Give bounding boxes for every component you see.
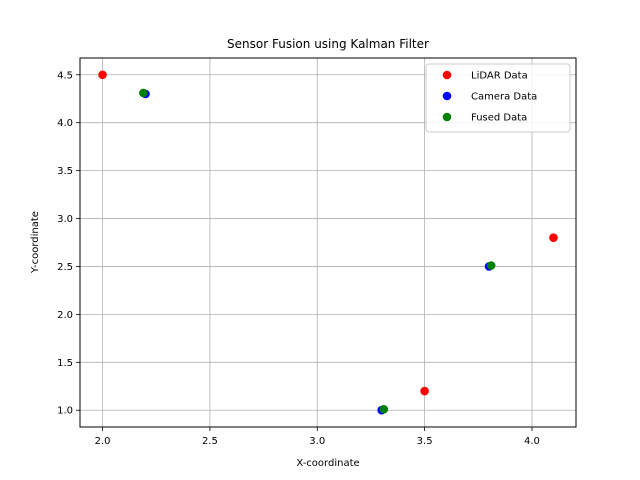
y-tick-label: 3.0 (57, 214, 73, 225)
x-tick-label: 3.0 (309, 436, 325, 447)
legend-marker (442, 91, 452, 101)
x-tick-label: 3.5 (417, 436, 433, 447)
chart-title: Sensor Fusion using Kalman Filter (227, 37, 429, 51)
legend-marker (442, 112, 452, 122)
y-tick-label: 2.0 (57, 310, 73, 321)
y-tick-label: 1.5 (57, 358, 73, 369)
legend-marker (442, 70, 452, 80)
y-tick-label: 4.5 (57, 70, 73, 81)
legend-box (425, 63, 571, 133)
legend: LiDAR Data Camera Data Fused Data (425, 63, 571, 133)
point-lidar-data (98, 70, 107, 80)
plot-area-frame (79, 57, 577, 428)
x-tick-label: 4.0 (524, 436, 540, 447)
x-axis-label: X-coordinate (296, 458, 359, 469)
point-lidar-data (549, 233, 558, 243)
point-fused-data (486, 261, 496, 270)
point-fused-data (139, 88, 148, 98)
legend-label: Camera Data (471, 92, 537, 103)
y-tick-label: 3.5 (57, 166, 73, 177)
point-fused-data (379, 404, 389, 414)
y-tick-label: 4.0 (57, 118, 73, 129)
y-axis-ticks: 1.0 1.5 2.0 2.5 3.0 3.5 4.0 4.5 (57, 70, 80, 417)
y-axis-label: Y-coordinate (30, 211, 41, 274)
y-tick-label: 1.0 (57, 406, 73, 417)
legend-label: Fused Data (471, 113, 527, 124)
data-points (98, 70, 558, 415)
y-tick-label: 2.5 (57, 262, 73, 273)
x-tick-label: 2.0 (95, 436, 111, 447)
grid-lines (80, 58, 576, 427)
x-tick-label: 2.5 (202, 436, 218, 447)
legend-label: LiDAR Data (471, 71, 528, 82)
x-axis-ticks: 2.0 2.5 3.0 3.5 4.0 (95, 427, 540, 447)
point-lidar-data (420, 386, 429, 396)
